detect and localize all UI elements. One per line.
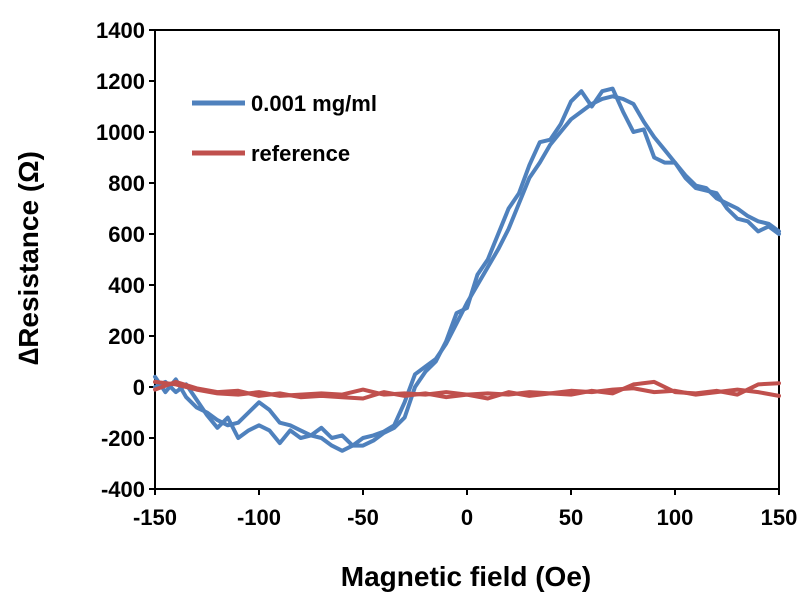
x-tick-label: 100 — [657, 505, 694, 530]
y-tick-label: 800 — [108, 171, 145, 196]
series-reference-sweep-2 — [153, 379, 781, 401]
y-tick-label: 0 — [133, 375, 145, 400]
y-tick-label: 1000 — [96, 120, 145, 145]
y-tick-label: 200 — [108, 324, 145, 349]
x-axis-title: Magnetic field (Oe) — [341, 561, 591, 592]
y-tick-label: 1200 — [96, 69, 145, 94]
y-axis-title: ∆Resistance (Ω) — [13, 151, 44, 365]
x-tick-label: -100 — [237, 505, 281, 530]
series-0001-mgml-sweep-1 — [153, 94, 781, 453]
x-tick-label: 150 — [761, 505, 798, 530]
legend-label-2: reference — [251, 141, 350, 166]
series-reference — [153, 379, 781, 401]
y-tick-label: 600 — [108, 222, 145, 247]
legend-label-1: 0.001 mg/ml — [251, 91, 377, 116]
x-tick-label: -150 — [133, 505, 177, 530]
plot-area-border — [154, 29, 780, 490]
y-tick-label: -200 — [101, 426, 145, 451]
x-tick-label: 50 — [559, 505, 583, 530]
series-0001-mgml-sweep-2 — [153, 86, 781, 448]
x-tick-label: 0 — [461, 505, 473, 530]
y-tick-label: 1400 — [96, 18, 145, 43]
y-tick-label: 400 — [108, 273, 145, 298]
series-0001-mgml — [153, 86, 781, 453]
y-tick-label: -400 — [101, 477, 145, 502]
x-tick-label: -50 — [347, 505, 379, 530]
